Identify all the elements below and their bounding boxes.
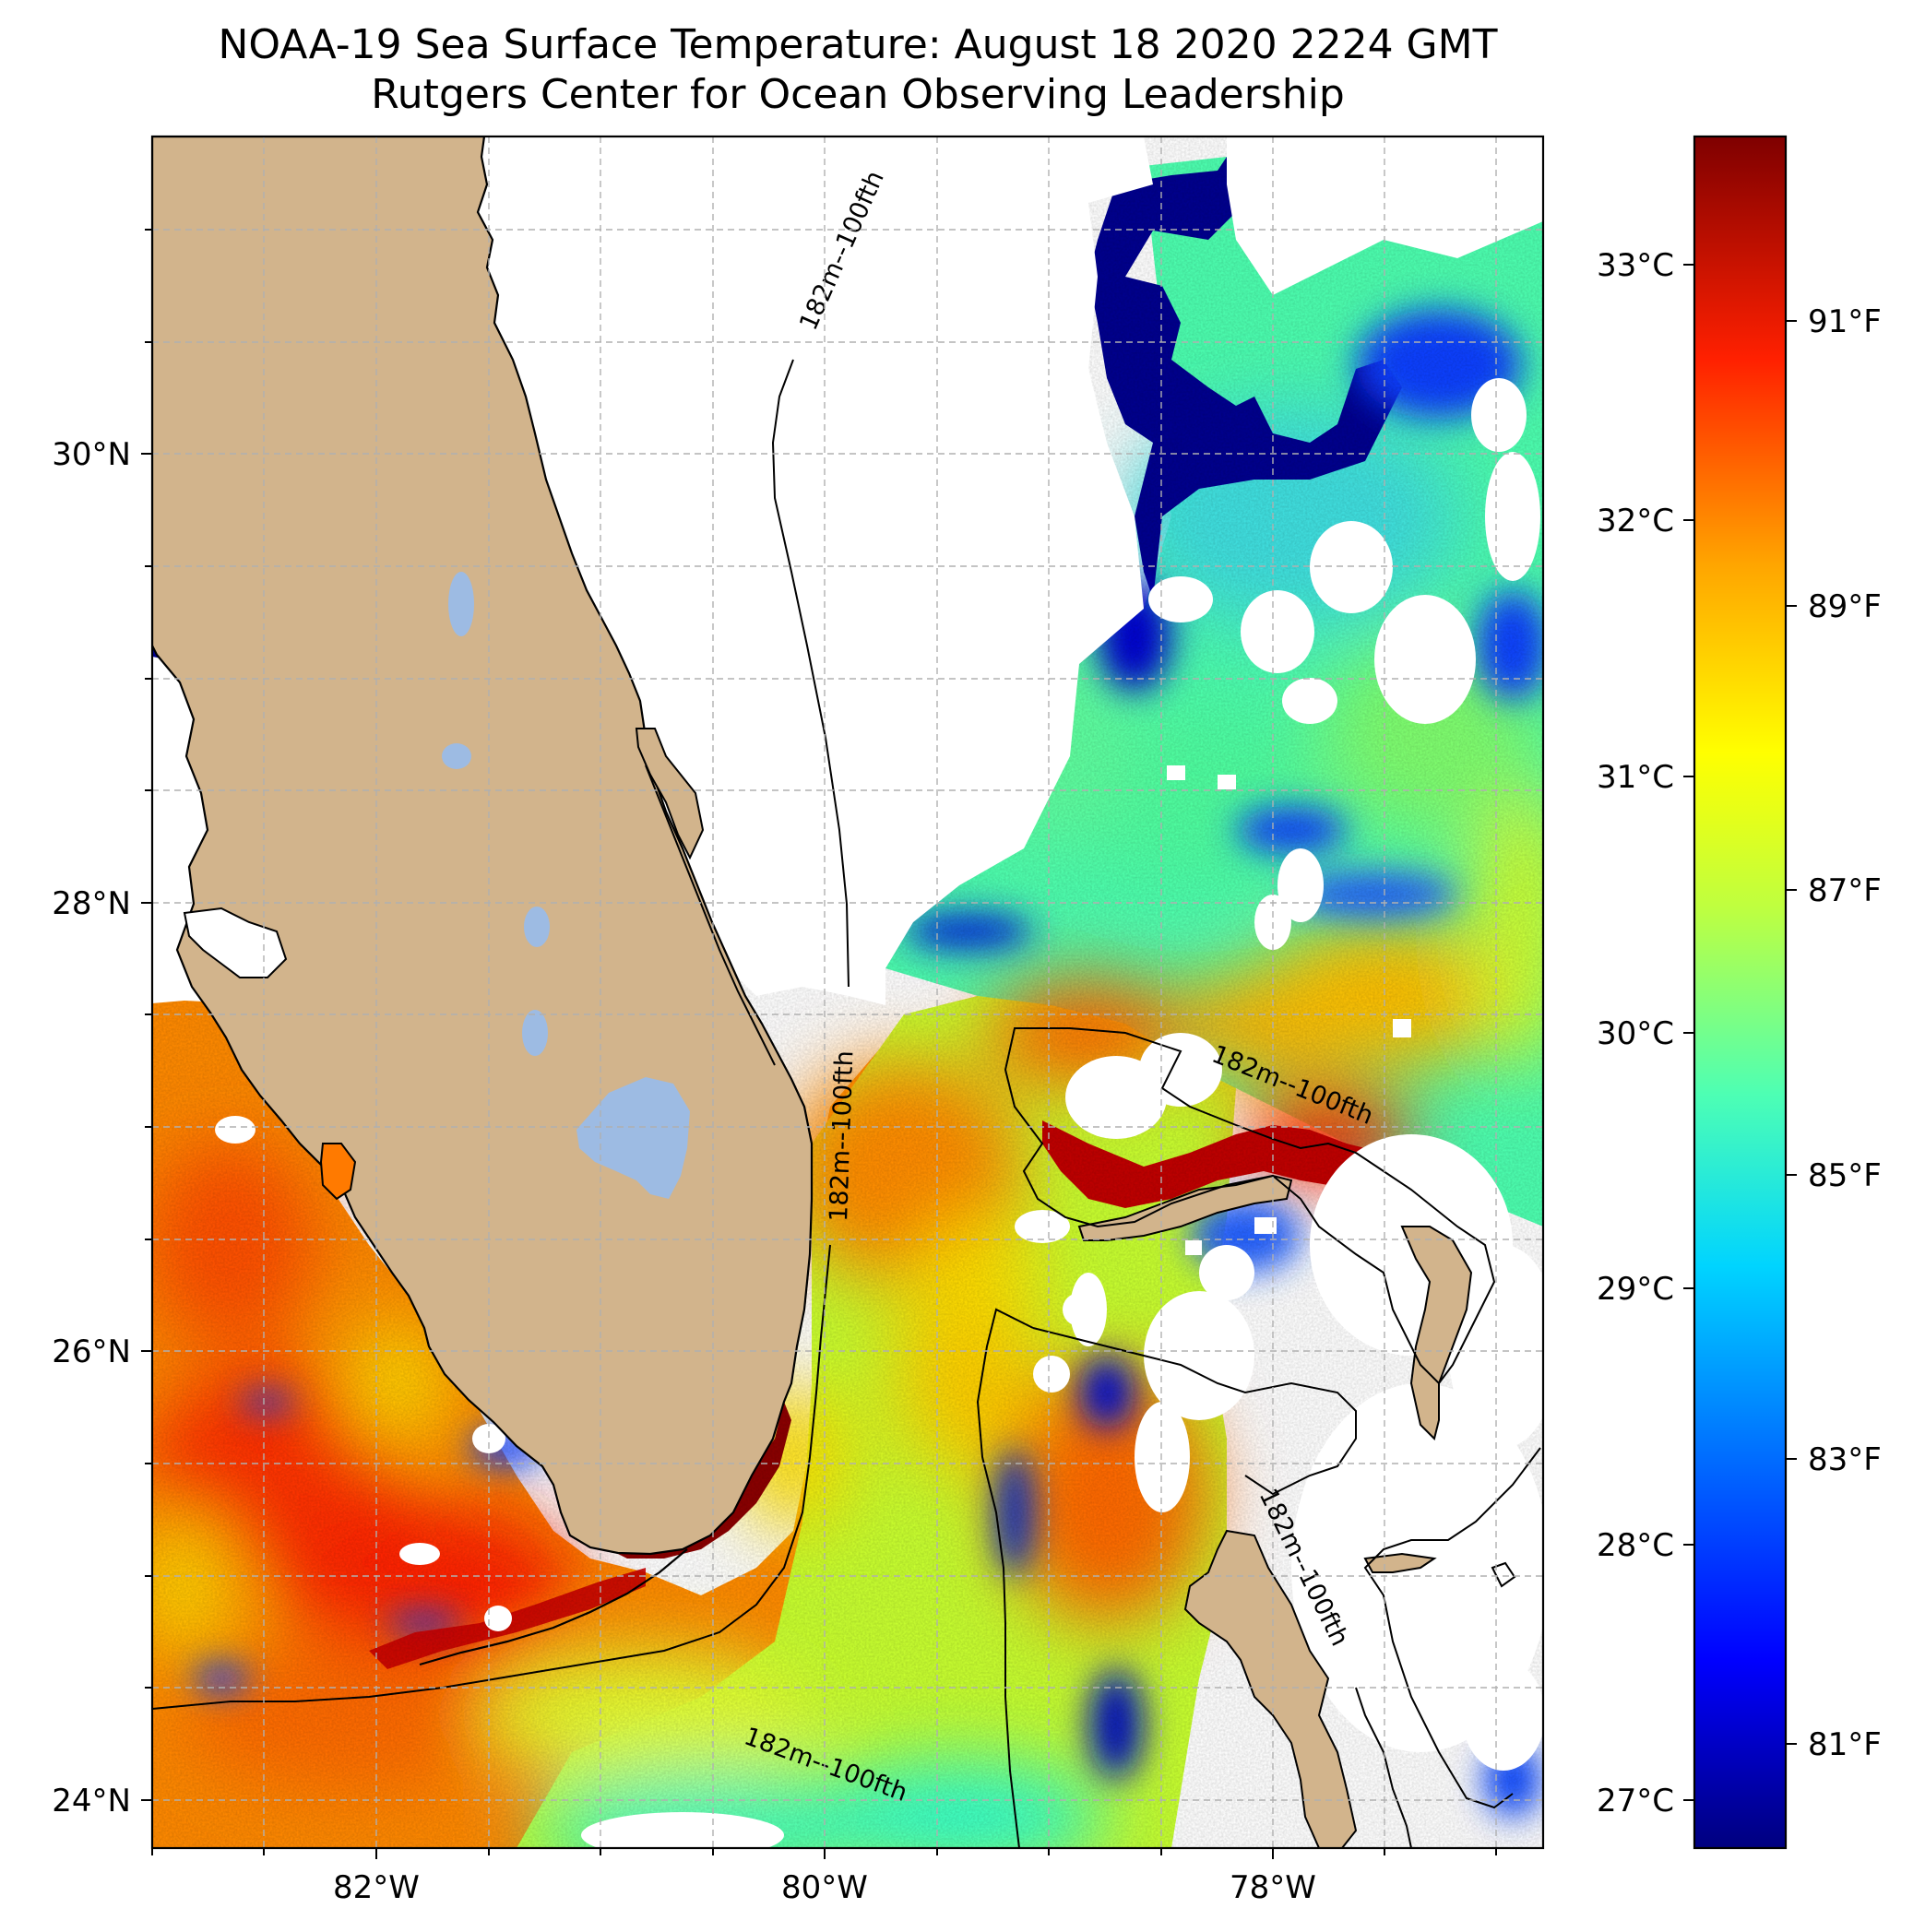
map-title: NOAA-19 Sea Surface Temperature: August … (218, 21, 1498, 68)
lat-label-30n: 30°N (52, 436, 131, 473)
lat-label-28n: 28°N (52, 885, 131, 922)
gridlines (152, 136, 1543, 1848)
lake-apopka (442, 743, 471, 769)
isobath-atlantic-shelf (771, 359, 850, 988)
andros-island (1183, 1529, 1358, 1848)
isobath-label-straits: 182m--100fth (825, 1050, 859, 1223)
charlotte-harbor (319, 1143, 357, 1201)
lat-label-24n: 24°N (52, 1783, 131, 1819)
colorbar-label-30c: 30°C (1597, 1015, 1674, 1052)
axis-ticks (141, 229, 1497, 1859)
colorbar-frame (1693, 135, 1788, 1850)
bimini-islands (1363, 1552, 1437, 1573)
lake-george (448, 572, 474, 636)
latitude-labels: 30°N 28°N 26°N 24°N (52, 436, 131, 1819)
isobath-andros-east (1355, 1687, 1412, 1848)
lake-kissimmee (522, 1010, 548, 1056)
lon-label-80w: 80°W (781, 1869, 868, 1906)
map-panel: 182m--100fth 182m--100fth 182m--100fth 1… (152, 136, 1543, 1848)
colorbar-label-29c: 29°C (1597, 1271, 1674, 1308)
isobath-great-bahama-bank-north (1032, 1327, 1357, 1496)
lake-okeechobee (576, 1077, 690, 1199)
colorbar-label-28c: 28°C (1597, 1527, 1674, 1564)
colorbar-label-85f: 85°F (1808, 1157, 1882, 1194)
isobath-contours (152, 359, 1541, 1848)
map-frame (150, 135, 1545, 1850)
colorbar-label-81f: 81°F (1808, 1726, 1882, 1763)
lon-label-78w: 78°W (1230, 1869, 1316, 1906)
lake-tohopekaliga (524, 907, 550, 947)
colorbar-gradient (1694, 136, 1786, 1848)
colorbar-label-87f: 87°F (1808, 872, 1882, 909)
colorbar-label-89f: 89°F (1808, 588, 1882, 625)
longitude-labels: 82°W 80°W 78°W (333, 1869, 1316, 1906)
lon-label-82w: 82°W (333, 1869, 420, 1906)
tampa-bay (183, 907, 288, 978)
lat-label-26n: 26°N (52, 1333, 131, 1370)
isobath-florida-straits (152, 1244, 831, 1710)
colorbar-label-33c: 33°C (1597, 247, 1674, 284)
colorbar: 33°C 32°C 31°C 30°C 29°C 28°C 27°C 91°F … (1597, 135, 1882, 1850)
florida-landmass (152, 136, 814, 1556)
abaco-island (1400, 1226, 1473, 1440)
colorbar-label-27c: 27°C (1597, 1783, 1674, 1819)
isobath-tongue-of-ocean (1363, 1447, 1541, 1809)
title-block: NOAA-19 Sea Surface Temperature: August … (0, 20, 1716, 120)
colorbar-label-83f: 83°F (1808, 1441, 1882, 1478)
indian-river-lagoon (645, 765, 776, 1066)
isobath-little-bahama-bank (1004, 1027, 1496, 1385)
isobath-great-bahama-bank-west (976, 1308, 1034, 1848)
colorbar-label-31c: 31°C (1597, 759, 1674, 796)
colorbar-label-32c: 32°C (1597, 503, 1674, 539)
map-subtitle: Rutgers Center for Ocean Observing Leade… (371, 71, 1345, 118)
berry-islands (1491, 1561, 1516, 1588)
colorbar-label-91f: 91°F (1808, 303, 1882, 340)
